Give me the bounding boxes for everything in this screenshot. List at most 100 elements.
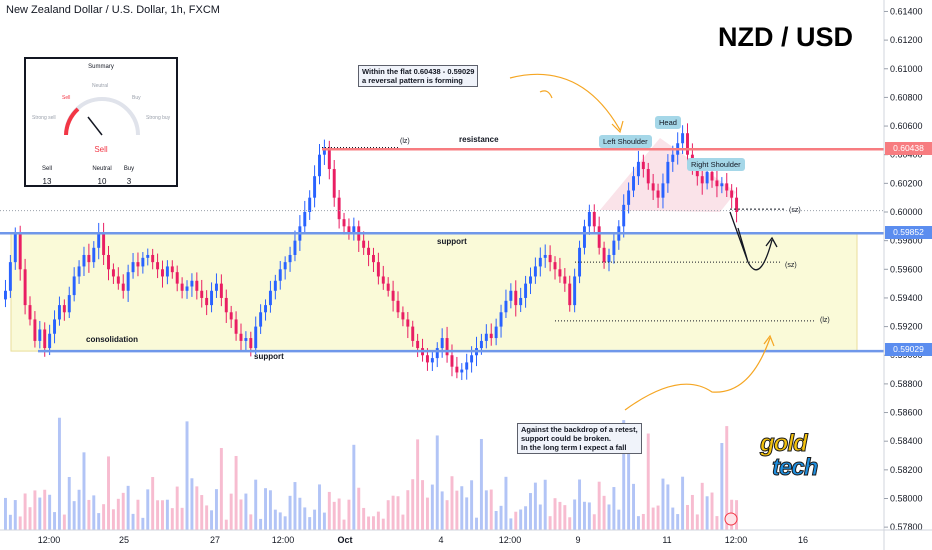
candle-body <box>455 366 459 373</box>
symbol-title: New Zealand Dollar / U.S. Dollar, 1h, FX… <box>6 4 220 16</box>
candle-body <box>367 247 371 255</box>
volume-bars <box>4 417 739 530</box>
volume-bar <box>57 417 61 530</box>
candle-body <box>249 338 253 349</box>
candle-body <box>646 169 650 184</box>
candle-body <box>391 290 395 301</box>
count-value-buy: 3 <box>126 177 132 186</box>
candle-body <box>533 266 537 277</box>
candle-body <box>239 333 243 341</box>
candle-body <box>337 197 341 220</box>
candle-body <box>268 290 272 306</box>
volume-bar <box>372 516 375 530</box>
volume-bar <box>676 514 680 530</box>
time-tick-label: 12:00 <box>725 535 748 545</box>
volume-bar <box>622 420 626 530</box>
volume-bar <box>28 507 32 530</box>
price-tick-label: 0.61400 <box>890 6 923 16</box>
volume-bar <box>8 514 12 530</box>
volume-bar <box>700 482 704 530</box>
candle-body <box>529 276 532 284</box>
orange-arrow-bottom <box>624 337 771 411</box>
candle-body <box>641 161 645 170</box>
volume-bar <box>298 497 302 530</box>
forecast-bounce-arrowhead <box>765 236 778 248</box>
candle-body <box>151 254 155 263</box>
support-lower-price-badge: 0.59029 <box>885 343 932 356</box>
volume-bar <box>524 506 528 530</box>
volume-bar <box>484 490 488 530</box>
time-tick-label: Oct <box>337 535 352 545</box>
volume-bar <box>455 490 459 530</box>
volume-bar <box>681 476 685 530</box>
consolidation-label: consolidation <box>86 335 138 344</box>
volume-bar <box>161 500 164 530</box>
time-tick-label: 16 <box>798 535 808 545</box>
candle-body <box>597 226 601 248</box>
candle-body <box>146 254 150 258</box>
price-tick-label: 0.61000 <box>890 64 923 74</box>
candle-body <box>156 262 160 270</box>
volume-bar <box>318 484 321 530</box>
candle-body <box>244 338 248 341</box>
candle-body <box>13 233 17 263</box>
support-upper-price-badge: 0.59852 <box>885 226 932 239</box>
volume-bar <box>268 490 272 530</box>
volume-bar <box>131 513 135 530</box>
time-tick-label: 25 <box>119 535 129 545</box>
count-value-sell: 13 <box>42 177 52 186</box>
candle-body <box>77 266 81 277</box>
volume-bar <box>234 455 238 530</box>
candle-body <box>102 233 106 255</box>
support-low-label: support <box>254 352 284 361</box>
candle-body <box>568 283 572 306</box>
volume-bar <box>156 500 160 530</box>
candle-body <box>592 212 596 227</box>
candle-body <box>573 276 577 306</box>
candle-body <box>514 290 518 306</box>
candle-body <box>406 319 410 327</box>
volume-bar <box>244 493 248 530</box>
candle-body <box>254 326 258 349</box>
volume-bar <box>430 484 434 530</box>
volume-bar <box>391 495 395 530</box>
candle-body <box>465 362 469 370</box>
volume-bar <box>499 505 503 530</box>
candle-body <box>386 283 390 291</box>
candle-body <box>622 204 626 227</box>
candle-body <box>18 233 22 270</box>
volume-bar <box>195 486 199 530</box>
gauge-label-buy: Buy <box>132 95 141 101</box>
volume-bar <box>111 509 115 530</box>
gauge-label-neutral: Neutral <box>92 83 109 89</box>
volume-bar <box>602 495 606 530</box>
price-axis[interactable]: 0.614000.612000.610000.608000.606000.604… <box>883 0 923 550</box>
candle-body <box>288 254 292 263</box>
volume-bar <box>357 487 361 530</box>
volume-bar <box>210 510 214 530</box>
time-axis[interactable]: 12:00 25 27 12:00 Oct 4 12:00 9 11 12:00 16 <box>0 529 932 545</box>
candle-body <box>180 283 184 291</box>
candle-body <box>28 305 32 320</box>
candle-body <box>308 197 312 212</box>
lightning-icon <box>724 512 738 526</box>
volume-bar <box>308 517 312 530</box>
candle-body <box>578 247 582 277</box>
chart-zones <box>10 138 858 352</box>
volume-bar <box>396 496 400 530</box>
candle-body <box>489 333 493 339</box>
volume-bar <box>23 493 27 530</box>
candle-body <box>632 176 635 191</box>
candle-body <box>425 355 429 363</box>
candle-body <box>582 226 586 248</box>
candle-body <box>720 183 724 187</box>
volume-bar <box>646 433 650 530</box>
candle-body <box>190 280 194 287</box>
candle-body <box>700 176 704 184</box>
volume-bar <box>67 476 71 530</box>
candle-body <box>111 269 115 277</box>
candles <box>4 123 739 381</box>
volume-bar <box>445 500 449 530</box>
candle-body <box>470 355 474 363</box>
